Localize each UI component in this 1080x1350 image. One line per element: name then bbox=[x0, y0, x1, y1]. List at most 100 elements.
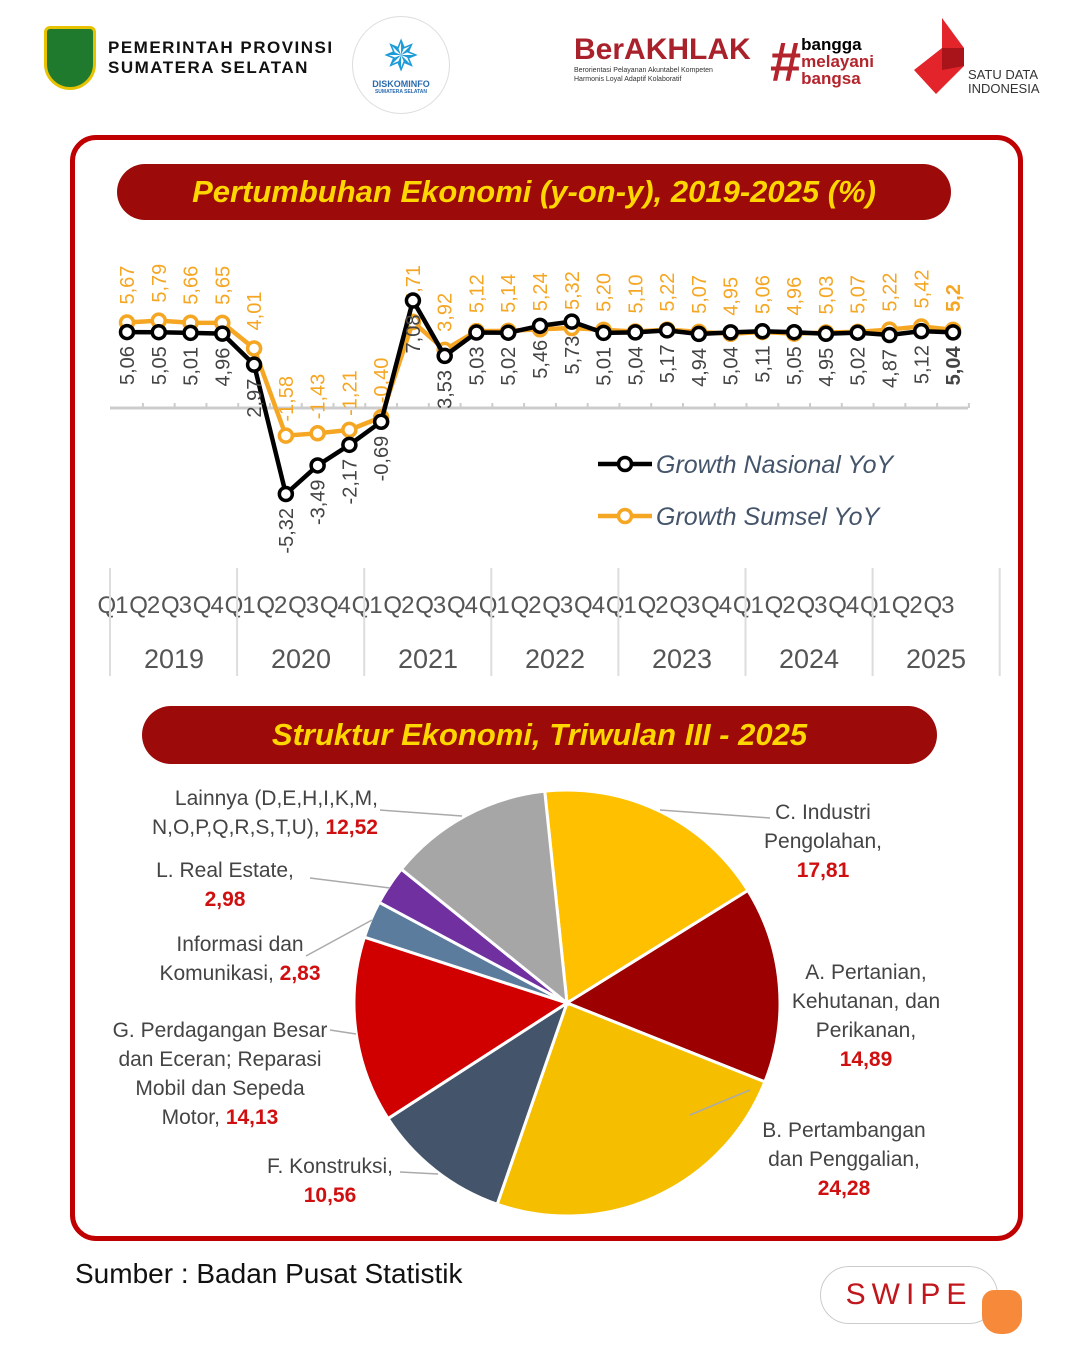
data-point bbox=[499, 324, 517, 341]
quarter-label: Q3 bbox=[669, 592, 700, 619]
data-label: 4,96 bbox=[212, 348, 234, 387]
label-value: 14,89 bbox=[839, 1048, 893, 1071]
data-label: 4,95 bbox=[816, 348, 838, 387]
data-label: 5,12 bbox=[466, 274, 488, 313]
data-label: 5,46 bbox=[530, 340, 552, 379]
line-chart: Q1 Q2 Q3 Q4 Q1 Q2 Q3 Q4 Q1 Q2 Q3 Q4 Q1 Q2 Q3 Q4 Q1 Q2 Q3 Q4… bbox=[98, 264, 1001, 676]
data-label: 5,04 bbox=[625, 346, 647, 385]
label-value: 2,83 bbox=[279, 962, 321, 985]
province-emblem-icon bbox=[44, 26, 96, 90]
year-label: 2019 bbox=[144, 644, 204, 674]
data-point bbox=[182, 324, 199, 342]
pie-label-perdagangan: G. Perdagangan Besar dan Eceran; Reparas… bbox=[112, 1016, 328, 1132]
satu-data-2: INDONESIA bbox=[968, 81, 1040, 96]
data-label: -5,32 bbox=[276, 508, 298, 554]
data-label: 5,12 bbox=[911, 345, 933, 384]
data-point bbox=[944, 324, 962, 341]
data-label: 7,08 bbox=[403, 315, 425, 354]
data-point bbox=[150, 323, 168, 341]
quarter-label: Q2 bbox=[256, 592, 287, 619]
quarter-label: Q2 bbox=[129, 592, 160, 619]
label-value: 24,28 bbox=[817, 1177, 871, 1200]
data-point bbox=[341, 436, 358, 454]
year-label: 2022 bbox=[525, 644, 585, 674]
data-label: 5,65 bbox=[212, 266, 234, 305]
data-label: 5,14 bbox=[498, 274, 520, 313]
quarter-label: Q2 bbox=[765, 592, 796, 619]
quarter-label: Q4 bbox=[320, 592, 351, 619]
data-label: 5,22 bbox=[657, 273, 679, 312]
data-point bbox=[595, 324, 612, 342]
data-point bbox=[436, 347, 453, 365]
leader-line bbox=[379, 809, 463, 817]
data-point bbox=[468, 324, 485, 341]
year-label: 2024 bbox=[779, 644, 839, 674]
bangga2: melayani bbox=[801, 52, 874, 71]
data-label: -3,49 bbox=[308, 479, 330, 525]
quarter-label: Q4 bbox=[701, 592, 732, 619]
pie-label-infokom: Informasi dan Komunikasi, 2,83 bbox=[150, 930, 330, 988]
data-label: 5,2 bbox=[943, 284, 965, 312]
data-label: 5,03 bbox=[816, 276, 838, 315]
line-chart-title: Pertumbuhan Ekonomi (y-on-y), 2019-2025 … bbox=[117, 164, 951, 220]
pie-chart-title: Struktur Ekonomi, Triwulan III - 2025 bbox=[142, 706, 937, 764]
data-point bbox=[118, 323, 136, 341]
data-point bbox=[817, 325, 835, 343]
quarter-label: Q4 bbox=[828, 592, 859, 619]
data-point bbox=[690, 325, 708, 343]
data-point bbox=[309, 457, 326, 474]
data-point bbox=[881, 326, 898, 344]
data-label: -1,21 bbox=[339, 370, 361, 416]
data-label: 5,79 bbox=[149, 264, 171, 303]
pie-label-pertanian: A. Pertanian, Kehutanan, dan Perikanan, 1… bbox=[786, 958, 946, 1074]
data-point bbox=[404, 292, 422, 309]
data-label: 5,03 bbox=[466, 347, 488, 386]
diskominfo-text: DISKOMINFO bbox=[372, 79, 430, 89]
diskominfo-sub: SUMATERA SELATAN bbox=[374, 89, 428, 95]
pie-slice bbox=[352, 935, 571, 1121]
data-point bbox=[214, 325, 231, 342]
data-label: 5,07 bbox=[848, 275, 870, 314]
hand-pointer-icon bbox=[982, 1290, 1022, 1334]
quarter-label: Q1 bbox=[479, 592, 510, 619]
quarter-label: Q1 bbox=[98, 592, 129, 619]
data-point bbox=[531, 317, 549, 335]
data-label: 4,87 bbox=[879, 349, 901, 388]
quarter-label: Q2 bbox=[511, 592, 542, 619]
data-point bbox=[245, 340, 263, 357]
pie-label-real-estate: L. Real Estate, 2,98 bbox=[140, 856, 310, 914]
swipe-button[interactable]: SWIPE bbox=[820, 1266, 998, 1324]
data-label: 5,02 bbox=[848, 347, 870, 386]
data-label: 5,05 bbox=[149, 346, 171, 385]
leader-line bbox=[399, 1171, 439, 1175]
leader-line bbox=[309, 877, 391, 889]
data-label: 4,94 bbox=[689, 348, 711, 387]
pie-chart-title-text: Struktur Ekonomi, Triwulan III - 2025 bbox=[271, 717, 808, 752]
berakhlak-logo: BerAKHLAK Berorientasi Pelayanan Akuntab… bbox=[574, 34, 751, 84]
gov-logo-block: PEMERINTAH PROVINSI SUMATERA SELATAN bbox=[44, 26, 334, 90]
label-name: Lainnya (D,E,H,I,K,M, N,O,P,Q,R,S,T,U), bbox=[151, 787, 378, 839]
quarter-label: Q3 bbox=[796, 592, 827, 619]
data-point bbox=[754, 323, 771, 340]
label-name: G. Perdagangan Besar dan Eceran; Reparas… bbox=[112, 1019, 328, 1129]
bangga1: bangga bbox=[801, 35, 862, 54]
data-label: 5,11 bbox=[752, 345, 774, 382]
pie-slice bbox=[543, 788, 750, 1006]
pie-label-pertambangan: B. Pertambangan dan Penggalian, 24,28 bbox=[754, 1116, 934, 1203]
quarter-label: Q1 bbox=[225, 592, 256, 619]
pie-slice bbox=[563, 888, 782, 1084]
quarter-label: Q1 bbox=[733, 592, 764, 619]
legend-marker bbox=[616, 455, 634, 473]
label-value: 10,56 bbox=[303, 1184, 357, 1207]
data-label: 3,92 bbox=[435, 293, 457, 332]
data-label: -2,17 bbox=[339, 459, 361, 505]
data-label: -1,43 bbox=[308, 374, 330, 420]
data-label: 5,73 bbox=[562, 336, 584, 375]
infographic-frame bbox=[70, 135, 1023, 1241]
data-label: -0,69 bbox=[371, 436, 393, 482]
data-point bbox=[245, 356, 263, 373]
data-point bbox=[277, 485, 295, 503]
data-label: 5,20 bbox=[594, 273, 616, 312]
leader-line bbox=[305, 919, 373, 957]
quarter-label: Q2 bbox=[892, 592, 923, 619]
